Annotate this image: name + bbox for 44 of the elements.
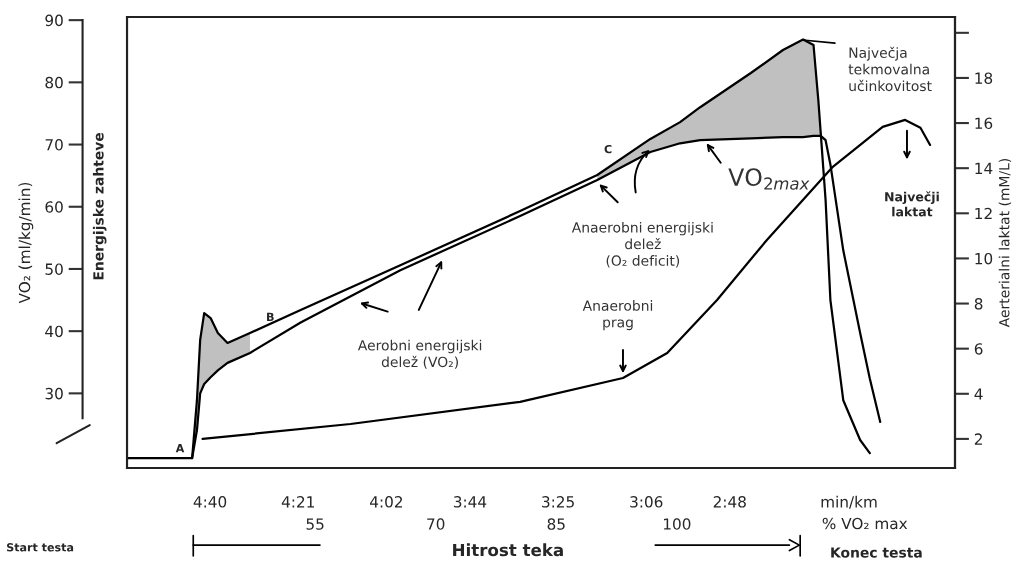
y-tick-label: 90 xyxy=(45,14,63,27)
x-tick-label: 100 xyxy=(663,518,691,530)
annotation: B xyxy=(267,312,274,321)
text: Start testa xyxy=(7,543,74,552)
text: Konec testa xyxy=(831,547,922,558)
x2-tick-label: 4:21 xyxy=(281,496,314,508)
text: Energijske zahteve xyxy=(92,132,107,280)
annotation: Največja tekmovalna učinkovitost xyxy=(848,46,932,92)
y2-tick-label: 12 xyxy=(975,207,992,220)
y2-tick-label: 6 xyxy=(974,343,983,355)
y2-tick-label: 16 xyxy=(975,117,993,130)
annotation: C xyxy=(604,144,612,154)
y2-tick-label: 2 xyxy=(974,433,982,445)
y-tick-label: 80 xyxy=(45,76,63,89)
annotation: Aerobni energijski delež (VO₂) xyxy=(357,339,482,369)
x2-tick-label: 3:44 xyxy=(453,496,487,508)
annotation: Anaerobni prag xyxy=(582,300,653,331)
annotation: Anaerobni energijski delež (O₂ deficit) xyxy=(571,221,713,268)
y2-axis-title: Aerterialni laktat (mM/L) xyxy=(998,158,1012,328)
x-tick-label: 85 xyxy=(547,518,565,530)
x-axis-title: % VO₂ max xyxy=(822,517,908,530)
y2-tick-label: 18 xyxy=(975,72,993,84)
annotation: Največji laktat xyxy=(885,191,939,217)
y-tick-label: 70 xyxy=(45,139,63,151)
x-tick-label: 55 xyxy=(306,518,324,530)
y2-tick-label: 10 xyxy=(975,252,993,265)
y2-tick-label: 8 xyxy=(974,298,983,310)
y-tick-label: 40 xyxy=(45,325,63,338)
y2-tick-label: 4 xyxy=(974,388,983,400)
x2-tick-label: 4:40 xyxy=(193,496,227,508)
y-tick-label: 30 xyxy=(45,387,63,400)
x2-tick-label: 3:25 xyxy=(542,496,574,508)
x2-tick-label: 2:48 xyxy=(713,496,746,508)
annotation: VO$_{2max}$ xyxy=(728,168,810,190)
x2-tick-label: 3:06 xyxy=(630,496,663,508)
y-axis-title: VO₂ (ml/kg/min) xyxy=(18,182,34,304)
x-tick-label: 70 xyxy=(427,518,445,530)
x2-tick-label: 4:02 xyxy=(370,496,403,508)
x2-axis-title: min/km xyxy=(821,495,877,509)
y-tick-label: 60 xyxy=(45,201,63,213)
y2-tick-label: 14 xyxy=(975,162,993,174)
text: Hitrost teka xyxy=(453,543,563,557)
annotation: A xyxy=(175,444,185,453)
y-tick-label: 50 xyxy=(45,263,63,275)
